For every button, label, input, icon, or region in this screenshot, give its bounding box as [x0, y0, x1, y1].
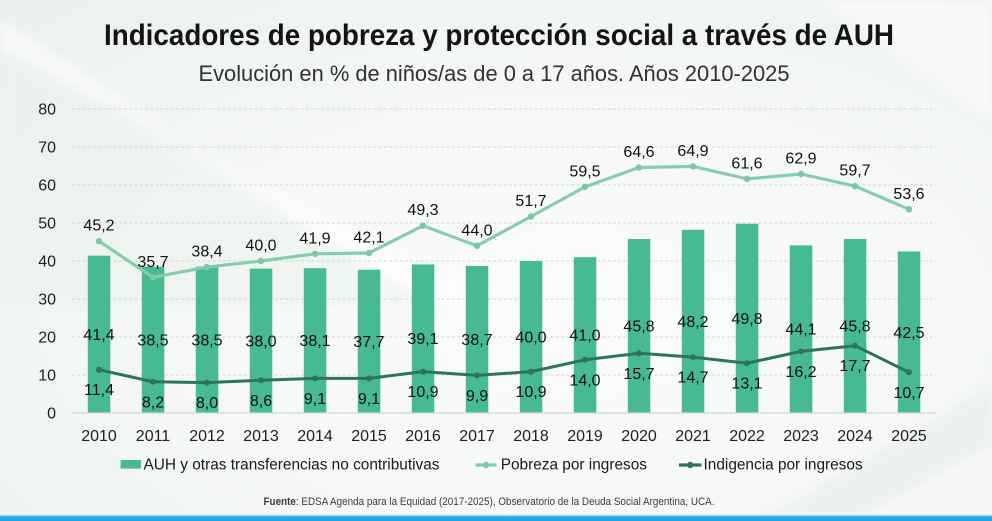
svg-text:0: 0: [47, 406, 56, 423]
svg-text:Pobreza por ingresos: Pobreza por ingresos: [501, 457, 648, 474]
svg-text:44,0: 44,0: [461, 222, 492, 239]
svg-text:Evolución en % de niños/as de: Evolución en % de niños/as de 0 a 17 año…: [199, 61, 790, 86]
svg-text:42,5: 42,5: [893, 325, 924, 342]
svg-text:80: 80: [38, 102, 56, 119]
svg-text:20: 20: [38, 330, 56, 347]
svg-text:38,5: 38,5: [137, 332, 168, 349]
svg-text:10,9: 10,9: [407, 384, 438, 401]
svg-text:17,7: 17,7: [839, 358, 870, 375]
svg-text:9,1: 9,1: [304, 391, 326, 408]
svg-text:2016: 2016: [405, 428, 441, 445]
svg-text:62,9: 62,9: [785, 151, 816, 168]
svg-text:40: 40: [38, 254, 56, 271]
svg-text:41,9: 41,9: [299, 230, 330, 247]
svg-text:2025: 2025: [891, 428, 927, 445]
svg-text:9,1: 9,1: [358, 391, 380, 408]
svg-text:11,4: 11,4: [84, 382, 114, 399]
svg-text:70: 70: [38, 140, 56, 157]
svg-text:Indigencia por ingresos: Indigencia por ingresos: [704, 457, 863, 474]
svg-text:2013: 2013: [243, 428, 279, 445]
svg-text:61,6: 61,6: [731, 155, 762, 172]
svg-text:59,5: 59,5: [569, 163, 600, 180]
svg-text:38,4: 38,4: [191, 244, 222, 261]
svg-text:2023: 2023: [783, 428, 819, 445]
svg-text:44,1: 44,1: [785, 322, 816, 339]
svg-text:14,0: 14,0: [569, 372, 600, 389]
svg-text:41,4: 41,4: [83, 327, 114, 344]
svg-text:59,7: 59,7: [839, 163, 870, 180]
svg-text:41,0: 41,0: [569, 328, 600, 345]
svg-text:40,0: 40,0: [245, 238, 276, 255]
svg-text:2022: 2022: [729, 428, 765, 445]
svg-text:40,0: 40,0: [515, 330, 546, 347]
svg-text:2017: 2017: [459, 428, 495, 445]
svg-text:45,2: 45,2: [83, 218, 114, 235]
svg-text:64,6: 64,6: [623, 144, 654, 161]
svg-text:AUH y otras transferencias no: AUH y otras transferencias no contributi…: [144, 457, 440, 474]
svg-text:38,0: 38,0: [245, 333, 276, 350]
svg-text:13,1: 13,1: [731, 376, 762, 393]
svg-text:8,2: 8,2: [142, 394, 164, 411]
svg-text:30: 30: [38, 292, 56, 309]
svg-text:49,3: 49,3: [407, 202, 438, 219]
svg-text:60: 60: [38, 178, 56, 195]
svg-text:37,7: 37,7: [353, 334, 384, 351]
svg-text:53,6: 53,6: [893, 186, 924, 203]
svg-text:51,7: 51,7: [515, 193, 546, 210]
svg-text:38,1: 38,1: [299, 333, 330, 350]
svg-text:2011: 2011: [136, 428, 171, 445]
svg-text:2020: 2020: [621, 428, 657, 445]
svg-text:2018: 2018: [513, 428, 549, 445]
svg-text:2019: 2019: [567, 428, 603, 445]
svg-text:Indicadores de pobreza y prote: Indicadores de pobreza y protección soci…: [104, 19, 894, 52]
svg-text:64,9: 64,9: [677, 143, 708, 160]
svg-text:2012: 2012: [189, 428, 225, 445]
svg-text:42,1: 42,1: [353, 230, 384, 247]
svg-text:9,9: 9,9: [466, 388, 488, 405]
svg-text:45,8: 45,8: [623, 319, 654, 336]
svg-text:2010: 2010: [81, 428, 117, 445]
svg-text:16,2: 16,2: [785, 364, 816, 381]
svg-text:15,7: 15,7: [623, 366, 654, 383]
svg-text:10,7: 10,7: [893, 385, 924, 402]
svg-text:49,8: 49,8: [731, 311, 762, 328]
svg-text:10,9: 10,9: [515, 384, 546, 401]
svg-text:8,6: 8,6: [250, 393, 272, 410]
svg-text:2015: 2015: [351, 428, 387, 445]
svg-text:45,8: 45,8: [839, 319, 870, 336]
svg-text:39,1: 39,1: [407, 331, 438, 348]
svg-text:10: 10: [38, 368, 56, 385]
svg-text:14,7: 14,7: [677, 370, 708, 387]
svg-text:38,5: 38,5: [191, 332, 222, 349]
svg-text:2024: 2024: [837, 428, 873, 445]
svg-text:48,2: 48,2: [677, 314, 708, 331]
svg-text:2021: 2021: [675, 428, 711, 445]
svg-text:8,0: 8,0: [196, 395, 218, 412]
svg-text:2014: 2014: [297, 428, 333, 445]
svg-text:Fuente: EDSA Agenda para la Eq: Fuente: EDSA Agenda para la Equidad (201…: [264, 496, 715, 508]
svg-text:50: 50: [38, 216, 56, 233]
svg-text:38,7: 38,7: [461, 332, 492, 349]
svg-text:35,7: 35,7: [137, 254, 168, 271]
